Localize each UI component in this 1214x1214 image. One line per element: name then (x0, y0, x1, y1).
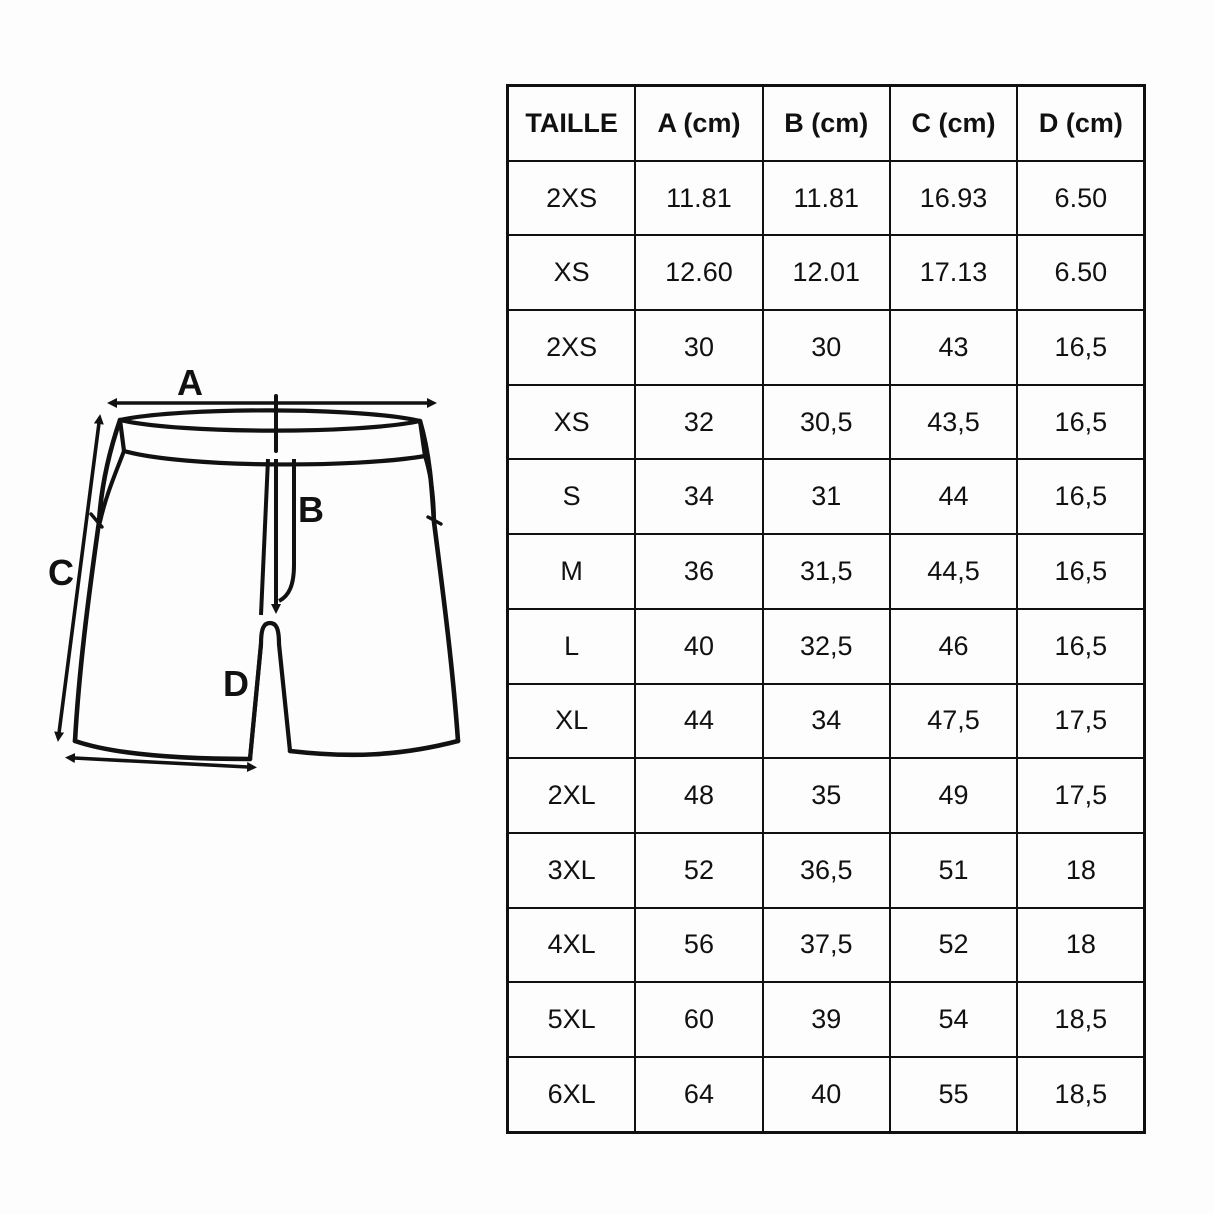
svg-text:D: D (223, 663, 249, 704)
svg-text:C: C (48, 552, 74, 593)
svg-text:B: B (298, 489, 324, 530)
svg-text:A: A (177, 362, 203, 403)
